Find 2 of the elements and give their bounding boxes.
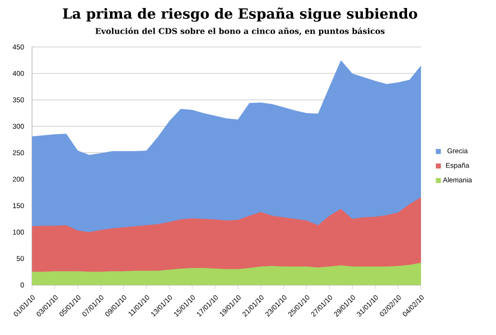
chart-subtitle: Evolución del CDS sobre el bono a cinco años, en puntos básicos xyxy=(95,28,385,36)
chart-title: La prima de riesgo de España sigue subiendo xyxy=(62,8,418,22)
